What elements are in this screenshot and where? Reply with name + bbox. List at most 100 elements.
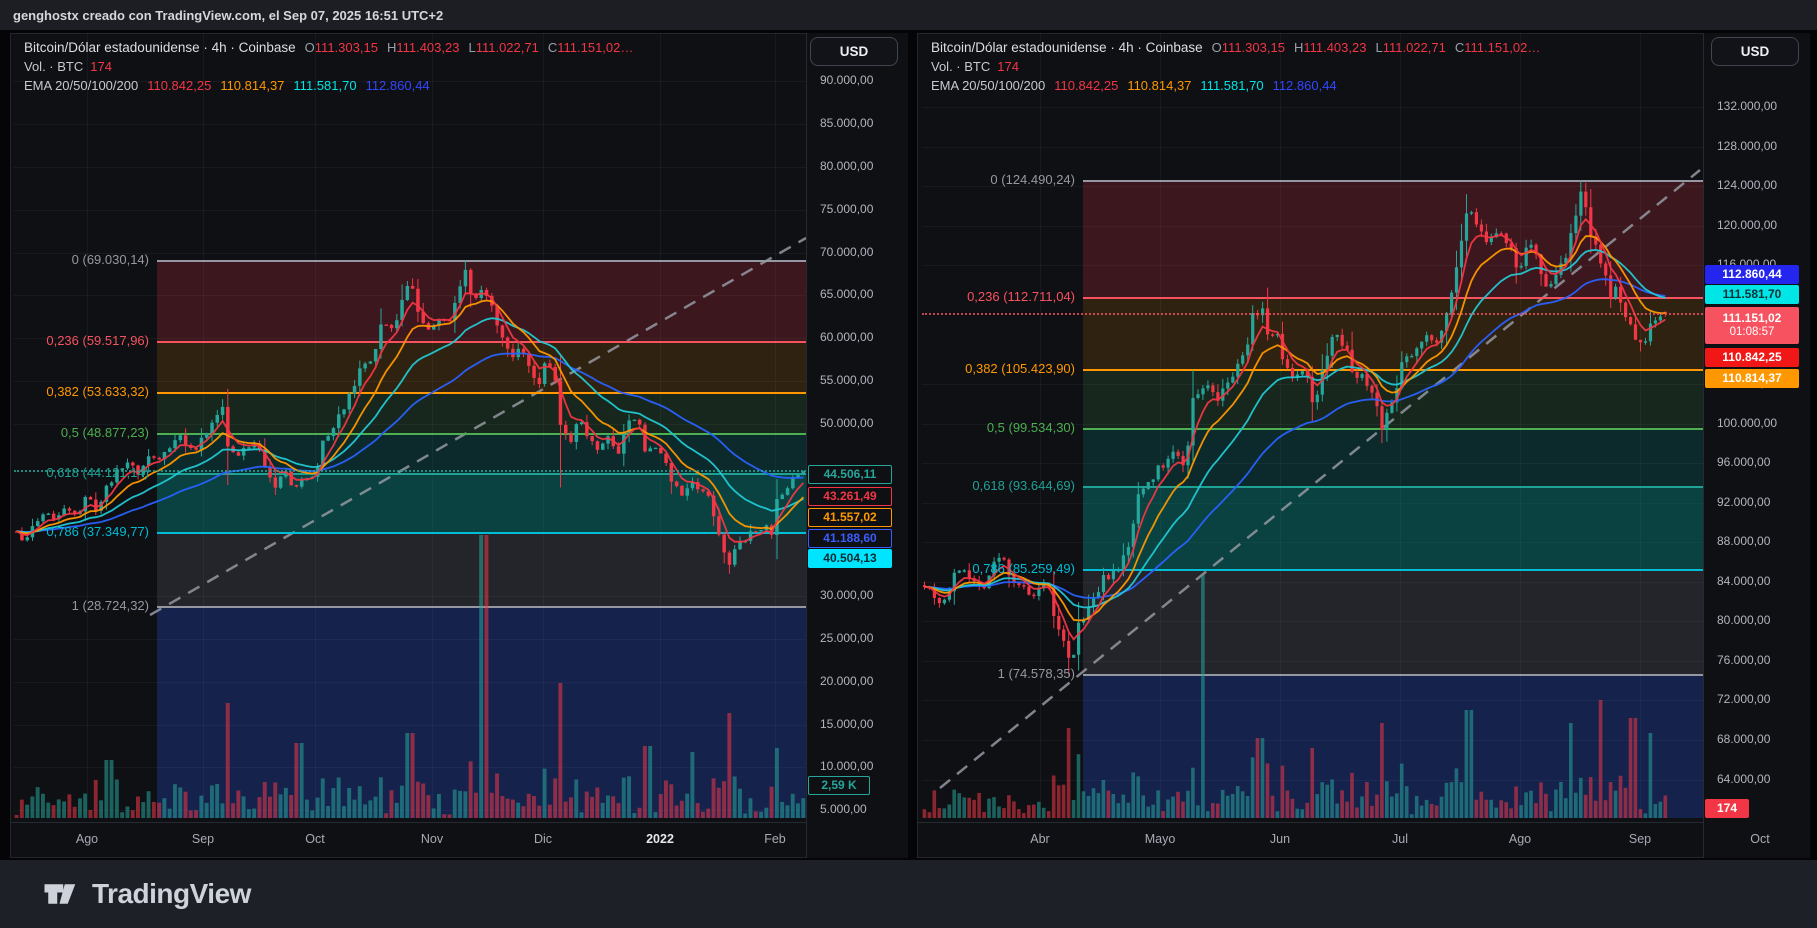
volume-bar	[1131, 772, 1135, 818]
volume-bar	[1643, 813, 1648, 818]
chip-value: 110.814,37	[1722, 371, 1782, 385]
candle-body	[1082, 619, 1086, 623]
fib-line[interactable]	[1083, 297, 1703, 299]
trend-line[interactable]	[922, 33, 1703, 818]
volume-bar	[952, 789, 956, 818]
volume-bar	[273, 782, 278, 818]
volume-bar	[336, 777, 341, 818]
candlestick-plot[interactable]	[14, 33, 806, 818]
candle-body	[273, 477, 278, 488]
grid-line-h	[14, 338, 806, 339]
volume-bar	[162, 798, 167, 818]
candle-body	[1161, 465, 1165, 468]
chip-value: 41.188,60	[823, 531, 877, 545]
volume-bar	[1474, 799, 1479, 818]
fib-level-label: 0,786 (85.259,49)	[972, 561, 1075, 576]
fib-line[interactable]	[157, 532, 806, 534]
fib-line[interactable]	[1083, 486, 1703, 488]
volume-bar	[642, 746, 647, 818]
legend-ema-row[interactable]: EMA 20/50/100/200 110.842,25 110.814,37 111…	[931, 76, 1540, 95]
candle-body	[627, 420, 631, 433]
price-scale[interactable]	[806, 33, 908, 858]
price-tick: 88.000,00	[1717, 534, 1771, 548]
candle-body	[125, 462, 130, 469]
trend-line[interactable]	[14, 33, 806, 818]
volume-bar	[997, 806, 1001, 818]
brand-text: TradingView	[92, 878, 251, 909]
candle-body	[1181, 455, 1185, 466]
tradingview-logo[interactable]: TradingView	[40, 873, 251, 915]
candle-body	[637, 419, 642, 425]
candle-body	[1350, 349, 1354, 372]
currency-usd-button[interactable]: USD	[1711, 37, 1799, 66]
candlestick-plot[interactable]	[922, 33, 1703, 818]
volume-bar	[130, 810, 135, 818]
candle-body	[1360, 374, 1364, 378]
volume-bar	[220, 803, 225, 818]
candle-body	[717, 516, 721, 535]
candle-body	[1554, 274, 1558, 285]
candle-body	[1405, 356, 1409, 363]
fib-line[interactable]	[157, 260, 806, 262]
candle-body	[326, 436, 330, 441]
volume-bar	[1618, 775, 1623, 818]
candle-body	[622, 432, 626, 454]
volume-bar	[373, 796, 378, 818]
last-price-countdown-chip: 111.151,02 01:08:57	[1705, 306, 1799, 344]
fib-line[interactable]	[1083, 369, 1703, 371]
fib-line[interactable]	[1083, 674, 1703, 676]
fib-line[interactable]	[157, 433, 806, 435]
price-tick: 20.000,00	[820, 674, 874, 688]
candle-body	[205, 433, 209, 438]
time-axis[interactable]	[10, 822, 908, 858]
candle-body	[1062, 629, 1066, 641]
grid-line-h	[922, 740, 1703, 741]
time-tick: Mayo	[1144, 832, 1176, 846]
volume-bar	[748, 798, 753, 818]
legend-symbol-row[interactable]: Bitcoin/Dólar estadounidense · 4h · Coin…	[24, 38, 633, 57]
volume-bar	[769, 786, 774, 818]
legend-volume-row[interactable]: Vol. · BTC 174	[931, 57, 1540, 76]
candle-body	[1450, 292, 1454, 313]
volume-bar	[922, 809, 927, 818]
fib-line[interactable]	[1083, 569, 1703, 571]
time-axis[interactable]	[917, 822, 1810, 858]
ema50-value: 110.814,37	[1127, 78, 1192, 93]
fib-line[interactable]	[1083, 180, 1703, 182]
grid-line-h	[922, 147, 1703, 148]
volume-bar	[1146, 806, 1150, 818]
fib-level-label: 0,236 (59.517,96)	[46, 333, 149, 348]
volume-bar	[426, 795, 431, 818]
volume-bar	[1633, 718, 1638, 818]
volume-bar	[72, 806, 77, 818]
volume-bar	[1444, 782, 1449, 818]
candle-body	[1609, 275, 1613, 298]
fib-line[interactable]	[157, 392, 806, 394]
currency-usd-button[interactable]: USD	[810, 37, 898, 66]
volume-bar	[1275, 811, 1280, 818]
volume-bar	[1375, 794, 1379, 818]
fib-line[interactable]	[157, 473, 806, 475]
grid-line-h	[922, 186, 1703, 187]
legend-symbol-row[interactable]: Bitcoin/Dólar estadounidense · 4h · Coin…	[931, 38, 1540, 57]
volume-bar	[1081, 791, 1086, 818]
legend-volume-row[interactable]: Vol. · BTC 174	[24, 57, 633, 76]
grid-line-h	[922, 107, 1703, 108]
volume-bar	[510, 799, 515, 818]
volume-bar	[1539, 782, 1543, 818]
candle-body	[1305, 371, 1309, 377]
candle-body	[226, 406, 230, 447]
close-value: 111.151,02…	[557, 40, 634, 55]
price-scale[interactable]	[1703, 33, 1810, 858]
candle-body	[294, 485, 299, 487]
volume-bar	[484, 535, 489, 818]
grid-line-h	[14, 767, 806, 768]
candle-body	[278, 476, 283, 488]
grid-line-h	[14, 167, 806, 168]
volume-bar	[1593, 800, 1598, 818]
fib-line[interactable]	[1083, 428, 1703, 430]
fib-line[interactable]	[157, 341, 806, 343]
legend-ema-row[interactable]: EMA 20/50/100/200 110.842,25 110.814,37 111…	[24, 76, 633, 95]
volume-bar	[167, 808, 172, 818]
